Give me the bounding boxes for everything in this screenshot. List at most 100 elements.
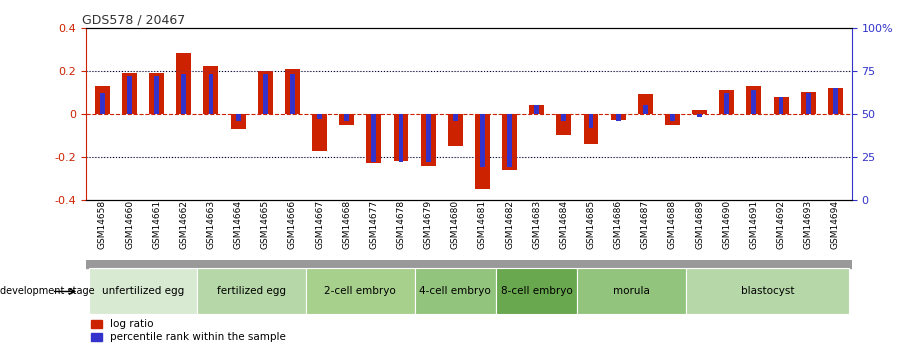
Text: development stage: development stage — [0, 286, 94, 296]
Text: 2-cell embryo: 2-cell embryo — [324, 286, 396, 296]
Bar — [833, 88, 838, 114]
Bar — [778, 97, 784, 114]
Text: GSM14661: GSM14661 — [152, 200, 161, 249]
Text: GSM14680: GSM14680 — [451, 200, 459, 249]
Text: GSM14694: GSM14694 — [831, 200, 840, 249]
Text: GSM14687: GSM14687 — [641, 200, 650, 249]
Bar — [475, 114, 490, 189]
Bar — [692, 110, 707, 114]
Text: GDS578 / 20467: GDS578 / 20467 — [82, 13, 186, 27]
Text: GSM14668: GSM14668 — [342, 200, 352, 249]
Bar — [306, 268, 415, 314]
Bar — [665, 114, 680, 125]
Bar — [198, 268, 306, 314]
Text: fertilized egg: fertilized egg — [217, 286, 286, 296]
Bar — [426, 114, 430, 162]
Bar — [507, 114, 512, 167]
Bar — [747, 86, 761, 114]
Text: 8-cell embryo: 8-cell embryo — [501, 286, 573, 296]
Bar — [502, 114, 517, 170]
Text: blastocyst: blastocyst — [741, 286, 795, 296]
Bar — [583, 114, 599, 144]
Text: GSM14658: GSM14658 — [98, 200, 107, 249]
Bar — [284, 69, 300, 114]
Bar — [686, 268, 849, 314]
Text: GSM14689: GSM14689 — [695, 200, 704, 249]
Text: unfertilized egg: unfertilized egg — [102, 286, 184, 296]
Bar — [616, 114, 621, 121]
Legend: log ratio, percentile rank within the sample: log ratio, percentile rank within the sa… — [92, 319, 286, 342]
Text: GSM14677: GSM14677 — [370, 200, 379, 249]
Text: GSM14660: GSM14660 — [125, 200, 134, 249]
Text: morula: morula — [613, 286, 651, 296]
Bar — [149, 73, 164, 114]
Bar — [393, 114, 409, 161]
Bar — [643, 105, 648, 114]
Text: GSM14681: GSM14681 — [478, 200, 487, 249]
Bar — [344, 114, 349, 121]
Bar — [562, 114, 566, 121]
Text: GSM14686: GSM14686 — [613, 200, 622, 249]
Bar — [774, 97, 788, 114]
Text: GSM14678: GSM14678 — [397, 200, 406, 249]
Text: GSM14679: GSM14679 — [424, 200, 433, 249]
Bar — [86, 260, 863, 268]
Bar — [805, 93, 811, 114]
Text: GSM14667: GSM14667 — [315, 200, 324, 249]
Bar — [453, 114, 458, 121]
Bar — [236, 114, 240, 121]
Bar — [263, 74, 267, 114]
Bar — [496, 268, 577, 314]
Text: GSM14663: GSM14663 — [207, 200, 216, 249]
Text: GSM14682: GSM14682 — [505, 200, 514, 249]
Bar — [611, 114, 626, 120]
Bar — [231, 114, 246, 129]
Bar — [127, 76, 132, 114]
Bar — [828, 88, 843, 114]
Bar — [399, 114, 403, 162]
Bar — [208, 74, 214, 114]
Bar — [529, 105, 545, 114]
Bar — [339, 114, 354, 125]
Bar — [177, 53, 191, 114]
Bar — [122, 73, 137, 114]
Text: GSM14662: GSM14662 — [179, 200, 188, 249]
Bar — [589, 114, 593, 128]
Bar — [670, 114, 675, 121]
Bar — [89, 268, 198, 314]
Bar — [480, 114, 485, 167]
Bar — [100, 93, 105, 114]
Text: GSM14688: GSM14688 — [668, 200, 677, 249]
Text: GSM14692: GSM14692 — [776, 200, 786, 249]
Bar — [751, 90, 757, 114]
Bar — [724, 93, 729, 114]
Bar — [638, 95, 653, 114]
Bar — [719, 90, 734, 114]
Bar — [290, 74, 294, 114]
Bar — [556, 114, 572, 136]
Text: GSM14693: GSM14693 — [804, 200, 813, 249]
Bar — [154, 76, 159, 114]
Text: GSM14685: GSM14685 — [586, 200, 595, 249]
Bar — [801, 92, 815, 114]
Text: 4-cell embryo: 4-cell embryo — [419, 286, 491, 296]
Text: GSM14684: GSM14684 — [559, 200, 568, 249]
Bar — [317, 114, 322, 119]
Bar — [366, 114, 381, 164]
Bar — [535, 105, 539, 114]
Bar — [312, 114, 327, 150]
Text: GSM14664: GSM14664 — [234, 200, 243, 249]
Bar — [181, 74, 187, 114]
Bar — [448, 114, 463, 146]
Text: GSM14665: GSM14665 — [261, 200, 270, 249]
Bar — [420, 114, 436, 166]
Bar — [95, 86, 110, 114]
Bar — [371, 114, 376, 162]
Bar — [204, 66, 218, 114]
Text: GSM14683: GSM14683 — [532, 200, 541, 249]
Bar — [698, 114, 702, 117]
Bar — [415, 268, 496, 314]
Bar — [258, 71, 273, 114]
Text: GSM14666: GSM14666 — [288, 200, 297, 249]
Text: GSM14690: GSM14690 — [722, 200, 731, 249]
